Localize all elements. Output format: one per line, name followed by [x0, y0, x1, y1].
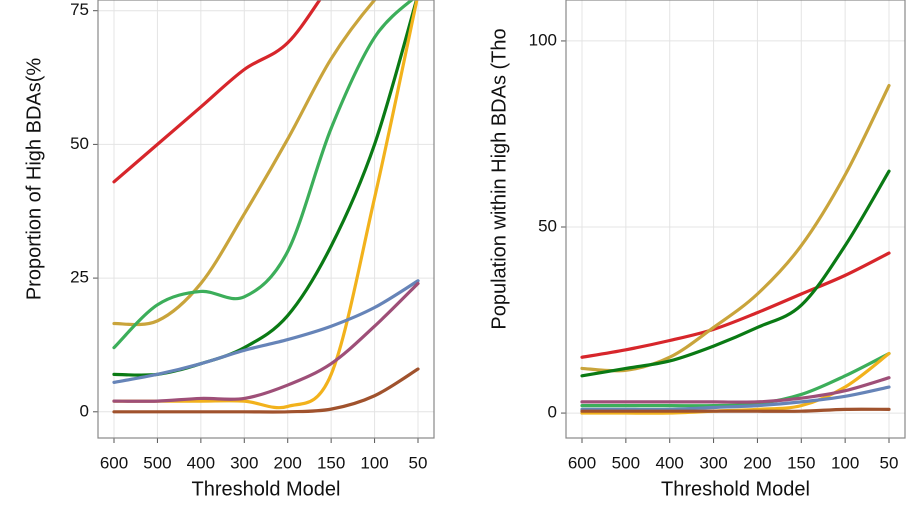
series-line — [112, 0, 377, 327]
x-tick-label: 50 — [409, 453, 428, 472]
series-line — [580, 251, 891, 359]
series-line — [112, 0, 415, 350]
plot-border — [97, 0, 435, 439]
plot-area — [566, 0, 905, 438]
x-tick-label: 500 — [612, 453, 640, 472]
x-tick-label: 300 — [230, 453, 258, 472]
series-line — [580, 83, 891, 373]
series-line — [112, 367, 420, 414]
x-tick-label: 400 — [187, 453, 215, 472]
y-tick-label: 25 — [70, 268, 89, 287]
series-line — [112, 0, 322, 184]
x-tick-label: 600 — [568, 453, 596, 472]
x-axis-label: Threshold Model — [192, 478, 341, 500]
x-tick-label: 200 — [274, 453, 302, 472]
series-line — [580, 407, 891, 413]
y-tick-label: 0 — [80, 401, 89, 420]
x-tick-label: 300 — [699, 453, 727, 472]
x-tick-label: 50 — [880, 453, 899, 472]
x-tick-label: 600 — [100, 453, 128, 472]
series-line — [580, 169, 891, 378]
y-tick-label: 100 — [529, 30, 557, 49]
y-tick-label: 50 — [538, 216, 557, 235]
x-tick-label: 500 — [143, 453, 171, 472]
x-tick-label: 150 — [787, 453, 815, 472]
series-line — [112, 279, 420, 384]
plot-area — [98, 0, 434, 438]
y-tick-label: 0 — [548, 403, 557, 422]
x-tick-label: 100 — [360, 453, 388, 472]
y-axis-label: Population within High BDAs (Tho — [488, 28, 510, 329]
x-tick-label: 150 — [317, 453, 345, 472]
y-tick-label: 50 — [70, 134, 89, 153]
series-line — [580, 376, 891, 404]
y-axis-label: Proportion of High BDAs(% — [23, 58, 45, 301]
series-line — [112, 281, 420, 403]
x-tick-label: 400 — [656, 453, 684, 472]
plot-border — [565, 0, 906, 439]
y-tick-label: 75 — [70, 0, 89, 19]
series-line — [580, 385, 891, 412]
x-tick-label: 200 — [743, 453, 771, 472]
x-tick-label: 100 — [831, 453, 859, 472]
x-axis-label: Threshold Model — [661, 478, 810, 500]
